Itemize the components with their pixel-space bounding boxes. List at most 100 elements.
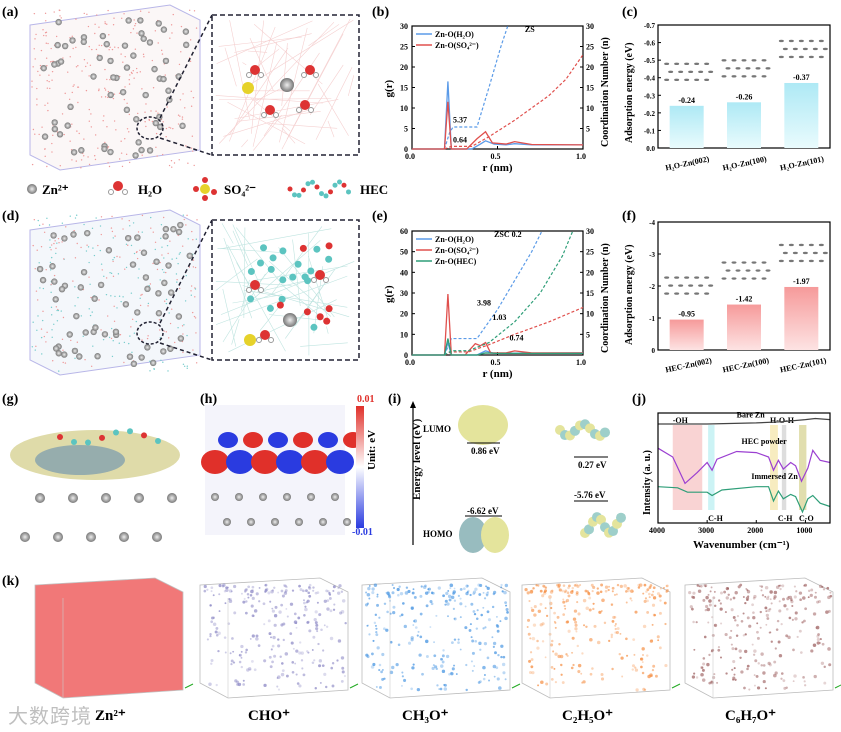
ion-signal bbox=[530, 606, 533, 609]
ion-signal bbox=[468, 629, 472, 632]
ion-signal bbox=[301, 667, 304, 670]
hec-atom bbox=[303, 308, 311, 316]
x-axis-label: r (nm) bbox=[483, 162, 513, 174]
solvent-dot bbox=[55, 306, 58, 308]
ion-signal bbox=[492, 645, 495, 648]
ion-signal bbox=[292, 647, 295, 650]
solvent-dot bbox=[195, 238, 198, 240]
ion-signal bbox=[379, 686, 382, 689]
ion-signal bbox=[293, 620, 298, 624]
ion-signal bbox=[570, 590, 574, 594]
species-legend bbox=[27, 177, 351, 201]
ion-signal bbox=[611, 590, 614, 593]
band-label: H-O-H bbox=[770, 416, 795, 425]
solvent-dot bbox=[87, 156, 89, 158]
ion-signal bbox=[281, 594, 285, 598]
ion-signal bbox=[614, 631, 617, 634]
solvent-dot bbox=[171, 32, 173, 34]
ion-signal bbox=[327, 590, 330, 593]
ion-signal bbox=[250, 659, 254, 663]
ion-signal bbox=[568, 584, 571, 588]
solvent-dot bbox=[123, 98, 126, 101]
ion-signal bbox=[766, 617, 770, 620]
x-category-label: HEC-Zn(100) bbox=[722, 356, 770, 375]
ion-signal bbox=[392, 605, 396, 609]
zn-atom-icon bbox=[782, 251, 788, 255]
ion-signal bbox=[412, 663, 415, 666]
solvent-dot bbox=[113, 305, 115, 308]
ion-signal bbox=[818, 599, 821, 603]
ion-signal bbox=[401, 671, 404, 674]
ion-signal bbox=[500, 644, 504, 648]
zn-atom bbox=[119, 532, 129, 542]
ion-signal bbox=[586, 590, 589, 593]
ion-signal bbox=[804, 607, 808, 611]
charge-region bbox=[218, 432, 238, 448]
ion-signal bbox=[744, 649, 748, 654]
panel-label-a: (a) bbox=[2, 5, 19, 20]
ion-signal bbox=[760, 664, 763, 667]
zn-ion bbox=[160, 348, 167, 355]
ion-signal bbox=[315, 623, 319, 627]
zn-atom-icon bbox=[704, 276, 710, 279]
ion-signal bbox=[554, 652, 558, 656]
ion-signal bbox=[331, 684, 335, 688]
zn-atom bbox=[101, 493, 111, 503]
ion-signal bbox=[214, 630, 218, 634]
solvent-dot bbox=[50, 291, 52, 294]
ion-signal bbox=[232, 650, 235, 653]
ion-signal bbox=[299, 641, 302, 644]
x-tick-label: 0.0 bbox=[405, 152, 415, 161]
solvent-bond bbox=[227, 101, 306, 145]
solvent-dot bbox=[112, 340, 114, 342]
zn-atom-icon bbox=[818, 259, 824, 263]
ion-signal bbox=[332, 608, 336, 611]
zn-ion bbox=[280, 78, 294, 92]
zn-atom bbox=[283, 493, 291, 501]
solvent-bond bbox=[268, 123, 338, 129]
solvent-dot bbox=[90, 365, 93, 367]
solvent-dot bbox=[132, 70, 134, 72]
ion-signal bbox=[665, 590, 668, 593]
solvent-dot bbox=[32, 128, 35, 131]
solvent-bond bbox=[242, 62, 247, 66]
zn-ion bbox=[73, 312, 80, 320]
ion-signal bbox=[418, 653, 422, 657]
solvent-dot bbox=[183, 218, 185, 221]
ion-signal bbox=[264, 583, 268, 587]
ion-signal bbox=[375, 630, 378, 634]
ion-signal bbox=[444, 599, 448, 603]
solvent-dot bbox=[41, 319, 44, 322]
ion-signal bbox=[291, 661, 295, 664]
hec-icon bbox=[341, 182, 347, 188]
ion-signal bbox=[739, 656, 742, 659]
solvent-dot bbox=[126, 102, 128, 104]
ion-signal bbox=[368, 585, 371, 587]
zn-atom-icon bbox=[694, 78, 700, 82]
ion-signal bbox=[778, 609, 782, 613]
h2o-homo-orbital-lobe bbox=[459, 517, 487, 553]
zn-atom-icon bbox=[808, 55, 814, 59]
ion-signal bbox=[450, 595, 455, 600]
hydrogen-atom bbox=[308, 107, 314, 113]
ion-signal bbox=[785, 607, 789, 611]
solvent-dot bbox=[100, 216, 103, 218]
ion-signal bbox=[734, 591, 738, 595]
zn-atom bbox=[35, 493, 45, 503]
solvent-dot bbox=[40, 328, 43, 330]
zn-atom-icon bbox=[688, 70, 694, 74]
ion-signal bbox=[504, 601, 508, 605]
zn-ion bbox=[165, 262, 172, 269]
solvent-dot bbox=[86, 244, 88, 246]
ion-signal bbox=[399, 591, 404, 596]
solvent-dot bbox=[149, 370, 151, 372]
ion-signal bbox=[473, 612, 477, 616]
ion-signal bbox=[318, 613, 322, 617]
solvent-dot bbox=[59, 9, 61, 12]
zn-ion bbox=[107, 91, 114, 99]
ion-signal bbox=[313, 659, 316, 662]
ion-signal bbox=[823, 665, 826, 669]
solvent-dot bbox=[78, 132, 80, 135]
ion-signal bbox=[576, 644, 580, 648]
ion-signal bbox=[427, 587, 431, 591]
